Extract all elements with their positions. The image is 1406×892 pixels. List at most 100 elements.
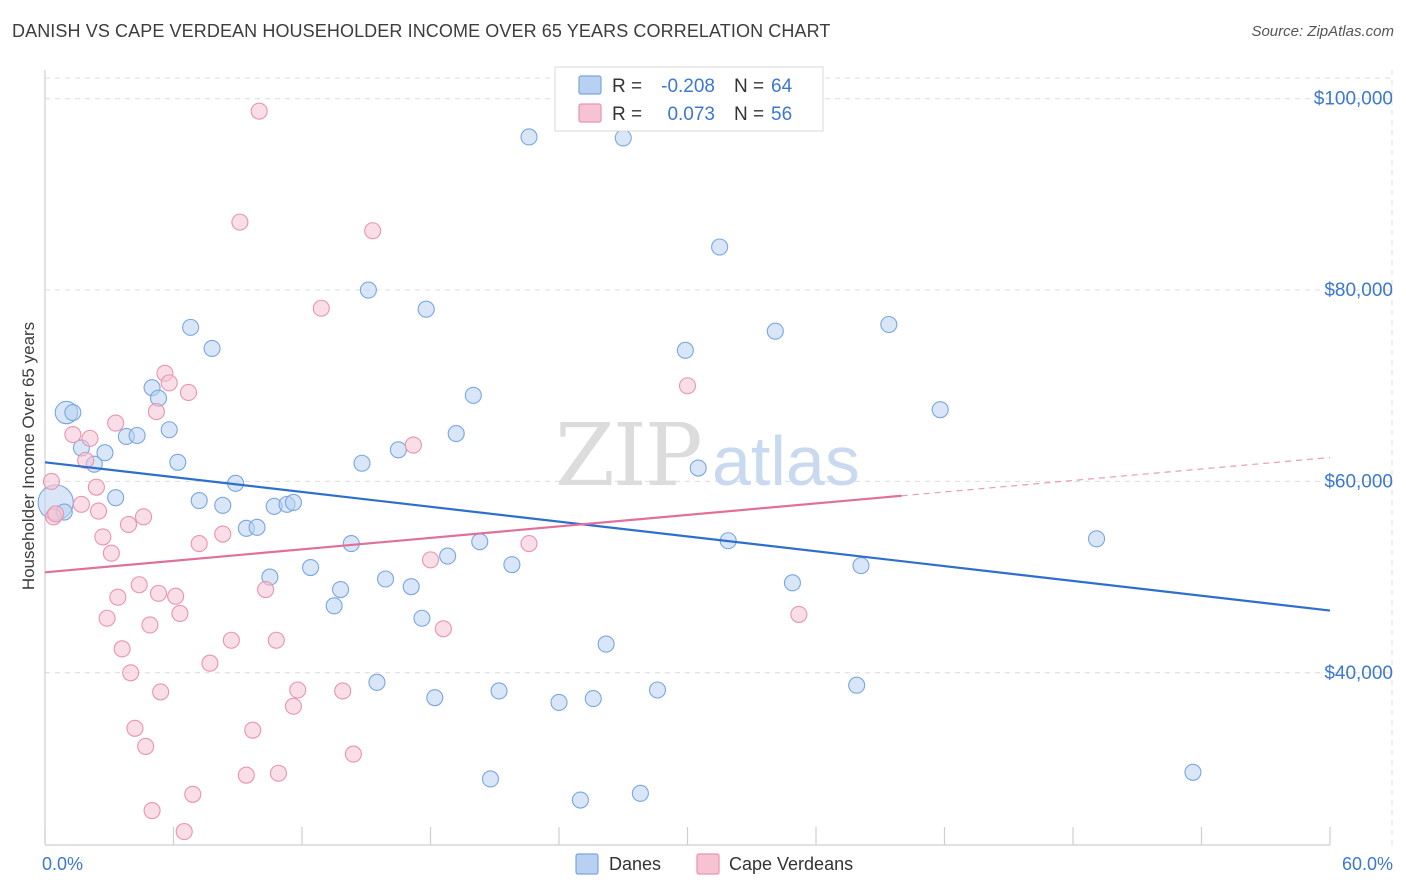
x-tick-label: 0.0% bbox=[42, 854, 83, 874]
cape-verdeans-point bbox=[244, 721, 262, 739]
danes-swatch bbox=[578, 75, 602, 95]
danes-point bbox=[503, 556, 521, 574]
danes-trend-line bbox=[44, 461, 1331, 612]
danes-point bbox=[597, 635, 615, 653]
watermark-atlas: atlas bbox=[712, 422, 860, 500]
legend-label-danes: Danes bbox=[609, 854, 661, 874]
cape-verdeans-point bbox=[237, 766, 255, 784]
cape-verdeans-point bbox=[179, 383, 198, 401]
y-tick-labels: $40,000 $60,000 $80,000 $100,000 bbox=[1314, 89, 1393, 684]
cape-r-label: R = bbox=[612, 104, 642, 125]
series-legend: Danes Cape Verdeans bbox=[575, 853, 853, 875]
cape-verdeans-point bbox=[214, 525, 232, 543]
danes-point bbox=[447, 425, 465, 443]
cape-verdeans-point bbox=[137, 737, 155, 756]
cape-verdeans-point bbox=[201, 654, 219, 672]
danes-r-label: R = bbox=[612, 76, 642, 97]
danes-point bbox=[389, 441, 407, 459]
cape-verdeans-point bbox=[152, 683, 170, 701]
cape-verdeans-point bbox=[190, 535, 208, 553]
danes-point bbox=[368, 673, 386, 691]
cape-verdeans-point bbox=[130, 576, 148, 594]
cape-n-label: N = bbox=[734, 104, 764, 125]
cape-verdeans-point bbox=[222, 631, 240, 649]
y-axis-label: Householder Income Over 65 years bbox=[19, 322, 38, 590]
cape-verdeans-point bbox=[231, 213, 249, 231]
cape-verdeans-point bbox=[126, 719, 144, 737]
cape-verdeans-point bbox=[102, 544, 120, 562]
danes-point bbox=[676, 341, 694, 359]
danes-point bbox=[413, 609, 431, 627]
cape-verdeans-point bbox=[119, 515, 138, 534]
danes-point bbox=[169, 453, 187, 471]
cape-verdeans-point bbox=[344, 745, 362, 763]
axes bbox=[44, 70, 1331, 846]
danes-point bbox=[689, 459, 707, 477]
cape-verdeans-point bbox=[284, 697, 302, 715]
danes-point bbox=[359, 281, 377, 299]
cape-verdeans-point bbox=[72, 495, 90, 513]
danes-point bbox=[520, 128, 538, 146]
cape-verdeans-point bbox=[94, 528, 112, 546]
cape-verdeans-point bbox=[64, 425, 82, 444]
danes-point bbox=[848, 676, 866, 694]
cape-verdeans-point bbox=[434, 620, 452, 638]
danes-point bbox=[353, 454, 371, 472]
y-tick-label: $60,000 bbox=[1324, 471, 1393, 492]
chart-title: DANISH VS CAPE VERDEAN HOUSEHOLDER INCOM… bbox=[12, 21, 831, 41]
danes-point bbox=[64, 403, 82, 422]
danes-point bbox=[417, 300, 435, 318]
danes-point bbox=[325, 597, 343, 615]
danes-point bbox=[376, 570, 395, 588]
x-tick-label: 60.0% bbox=[1342, 854, 1393, 874]
legend-swatch-danes bbox=[575, 853, 599, 875]
cape-verdeans-point bbox=[160, 374, 178, 392]
cape-verdeans-point bbox=[167, 587, 185, 605]
danes-point bbox=[1184, 763, 1202, 781]
cape-verdeans-point bbox=[113, 640, 131, 658]
danes-point bbox=[481, 770, 500, 788]
danes-r-value: -0.208 bbox=[661, 76, 715, 97]
cape-verdeans-swatch bbox=[578, 103, 602, 123]
danes-point bbox=[160, 421, 178, 439]
cape-verdeans-point bbox=[81, 429, 99, 447]
watermark-zip: ZIP bbox=[555, 406, 701, 506]
cape-verdeans-point bbox=[790, 605, 808, 623]
danes-point bbox=[302, 558, 320, 577]
y-tick-label: $40,000 bbox=[1324, 663, 1393, 684]
danes-point bbox=[852, 557, 870, 575]
danes-point bbox=[614, 129, 632, 147]
cape-verdeans-point bbox=[87, 478, 105, 496]
danes-point bbox=[880, 315, 898, 334]
cape-verdeans-point bbox=[184, 785, 202, 803]
danes-point bbox=[402, 578, 420, 596]
y-tick-label: $80,000 bbox=[1324, 280, 1393, 301]
cape-verdeans-point bbox=[421, 551, 440, 569]
cape-verdeans-trend-extension bbox=[901, 456, 1331, 497]
danes-point bbox=[584, 690, 602, 708]
cape-verdeans-point bbox=[334, 682, 352, 700]
cape-verdeans-point bbox=[143, 802, 161, 820]
watermark: ZIP atlas bbox=[555, 406, 860, 506]
cape-verdeans-point bbox=[89, 502, 108, 520]
x-tick-labels: 0.0% 60.0% bbox=[42, 854, 1393, 874]
cape-verdeans-point bbox=[134, 508, 153, 526]
cape-verdeans-point bbox=[122, 664, 140, 682]
cape-verdeans-point bbox=[289, 681, 307, 699]
cape-verdeans-point bbox=[98, 609, 116, 627]
cape-verdeans-point bbox=[175, 823, 193, 841]
danes-point bbox=[464, 386, 482, 404]
cape-verdeans-trend-line bbox=[44, 494, 902, 574]
cape-n-value: 56 bbox=[771, 104, 792, 125]
cape-verdeans-point bbox=[250, 102, 268, 120]
danes-point bbox=[631, 784, 649, 802]
danes-point bbox=[550, 693, 568, 711]
danes-point bbox=[248, 518, 266, 536]
cape-verdeans-point bbox=[109, 588, 127, 606]
cape-verdeans-point bbox=[312, 299, 330, 317]
stats-legend: R = -0.208 N = 64 R = 0.073 N = 56 bbox=[554, 66, 824, 132]
danes-point bbox=[214, 496, 232, 514]
danes-point bbox=[96, 444, 114, 462]
danes-point bbox=[931, 401, 949, 419]
